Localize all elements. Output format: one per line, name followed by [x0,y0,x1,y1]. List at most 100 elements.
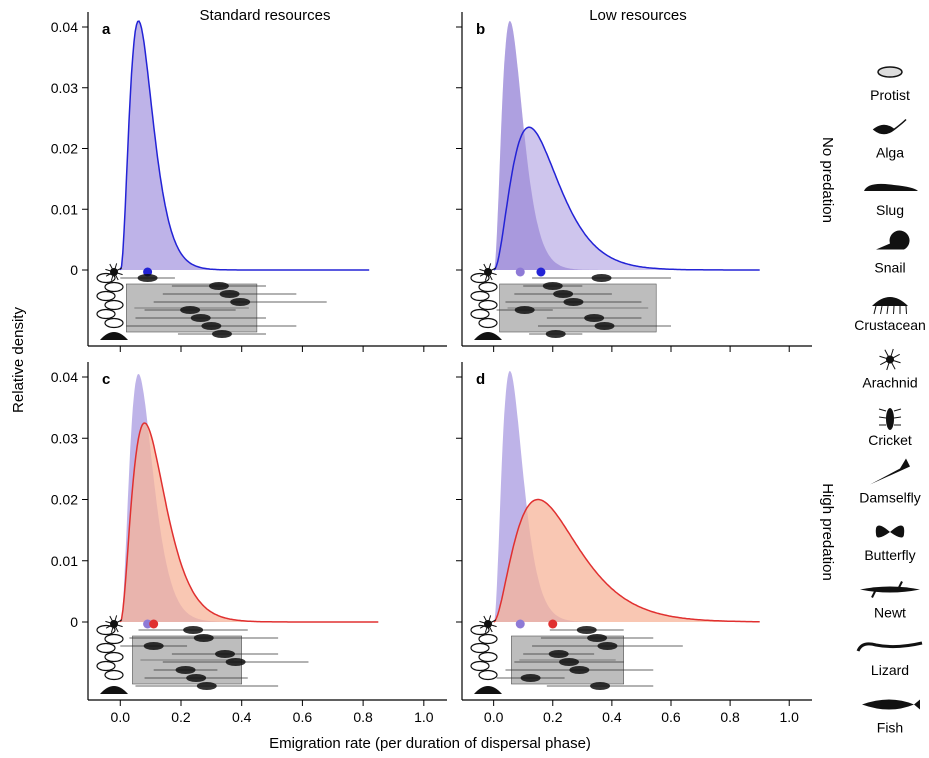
row-title: No predation [819,137,836,223]
x-tick-label: 0.8 [720,709,740,725]
column-title: Low resources [589,7,687,24]
protist-icon [470,642,490,654]
butterfly-icon [186,674,207,682]
legend-entry: Damselfly [859,458,921,506]
panel-b: b [456,12,812,352]
protist-icon [193,634,214,642]
crustacean-icon [474,332,502,340]
butterfly-icon [201,322,222,330]
panel-label: b [476,21,485,38]
legend-entry: Lizard [856,641,923,678]
y-tick-label: 0.04 [51,369,78,385]
panel-label: a [102,21,111,38]
protist-icon [470,290,490,302]
density-line [119,20,370,271]
protist-icon [208,282,229,290]
newt-icon [860,586,920,593]
lizard-icon [190,314,211,322]
legend-label: Protist [870,87,910,103]
protist-icon [104,317,124,329]
crustacean-icon [100,686,128,694]
density-area [120,21,370,270]
crustacean-icon [215,650,236,658]
x-tick-label: 0.4 [232,709,252,725]
legend-label: Crustacean [854,317,926,333]
cricket-icon [886,408,894,430]
crustacean-icon [563,298,584,306]
x-tick-label: 1.0 [414,709,434,725]
panel-label: d [476,371,485,388]
y-ticks: 0 0.01 0.02 0.03 0.04 [51,369,88,630]
protist-icon [96,624,116,636]
y-tick-label: 0 [70,614,78,630]
x-tick-label: 1.0 [779,709,799,725]
fish-icon [597,642,618,650]
crustacean-icon [474,686,502,694]
legend-label: Butterfly [864,547,915,563]
protist-icon [478,651,498,663]
y-tick-label: 0.01 [51,201,78,217]
mean-point [548,619,558,629]
protist-icon [478,299,498,311]
legend-entry: Snail [874,230,910,276]
legend-label: Alga [876,145,904,161]
x-ticks [493,346,790,352]
column-title: Standard resources [200,7,331,24]
arachnid-icon [479,615,497,633]
protist-icon [478,633,498,645]
arachnid-icon [479,263,497,281]
protist-icon [96,290,116,302]
butterfly-icon [520,674,541,682]
arachnid-icon [591,274,612,282]
y-ticks [456,26,462,271]
crustacean-icon [230,298,251,306]
x-axis-label: Emigration rate (per duration of dispers… [269,735,591,752]
lizard-icon [175,666,196,674]
alga-icon [872,118,907,135]
crustacean-icon [100,332,128,340]
mean-point [536,267,546,277]
legend: Protist Alga Slug Snail Crustacean Arachnid Cr… [854,66,926,736]
newt-icon [196,682,217,690]
x-tick-label: 0.2 [171,709,191,725]
legend-entry: Cricket [868,408,912,448]
newt-icon [211,330,232,338]
y-tick-label: 0.04 [51,19,78,35]
density-line [493,498,760,623]
lizard-icon [856,641,923,652]
protist-icon [542,282,563,290]
legend-entry: Protist [870,66,910,103]
overlap-area [493,20,657,271]
fish-icon [219,290,240,298]
density-area [493,127,760,270]
x-ticks [119,346,425,352]
protist-icon [96,660,116,672]
reference-mean-point [515,619,525,629]
reference-mean-point [515,267,525,277]
density-line [119,422,379,623]
y-tick-label: 0.02 [51,492,78,508]
x-tick-label: 0.0 [111,709,131,725]
protist-icon [470,272,490,284]
protist-icon [478,669,498,681]
protist-icon [470,660,490,672]
crustacean-icon [548,650,569,658]
protist-icon [96,272,116,284]
legend-label: Arachnid [862,375,917,391]
y-ticks: 0 0.01 0.02 0.03 0.04 [51,19,88,278]
legend-entry: Fish [862,699,920,736]
snail-icon [876,230,910,250]
fish-icon [143,642,164,650]
protist-icon [104,299,124,311]
legend-label: Slug [876,202,904,218]
panel-label: c [102,371,110,388]
x-tick-label: 0.0 [484,709,504,725]
arachnid-icon [137,274,158,282]
protist-icon [104,281,124,293]
x-ticks: 0.0 0.2 0.4 0.6 0.8 1.0 [484,700,799,725]
newt-icon [545,330,566,338]
x-tick-label: 0.4 [602,709,622,725]
x-tick-label: 0.2 [543,709,563,725]
legend-entry: Alga [872,118,907,161]
